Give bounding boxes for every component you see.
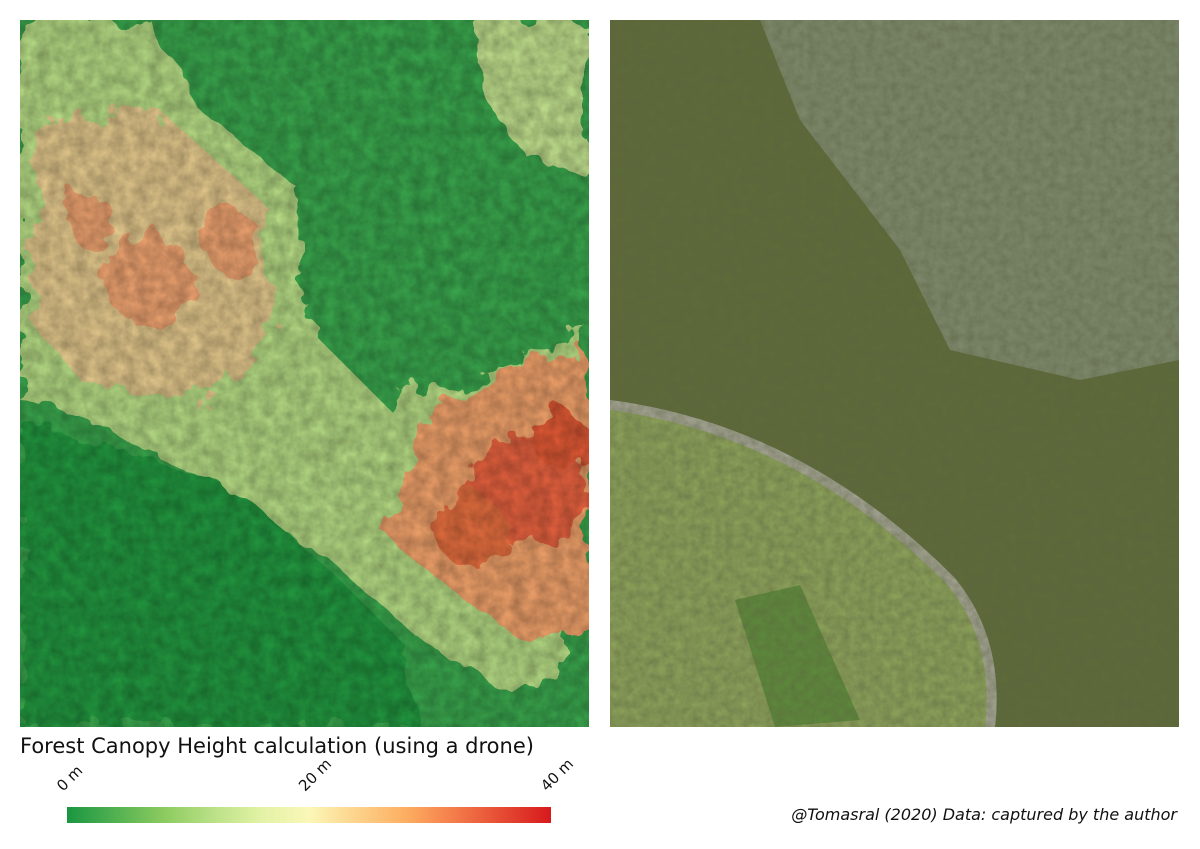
colorbar-ticks: 0 m 20 m 40 m xyxy=(53,755,577,795)
tick-label: 20 m xyxy=(295,755,335,795)
aerial-photo xyxy=(610,20,1179,727)
title: Forest Canopy Height calculation (using … xyxy=(20,734,534,758)
canopy-height-map xyxy=(20,20,589,727)
tick-label: 0 m xyxy=(53,762,86,795)
credit: @Tomasral (2020) Data: captured by the a… xyxy=(791,805,1178,824)
colorbar xyxy=(67,807,551,823)
tick-label: 40 m xyxy=(537,755,577,795)
